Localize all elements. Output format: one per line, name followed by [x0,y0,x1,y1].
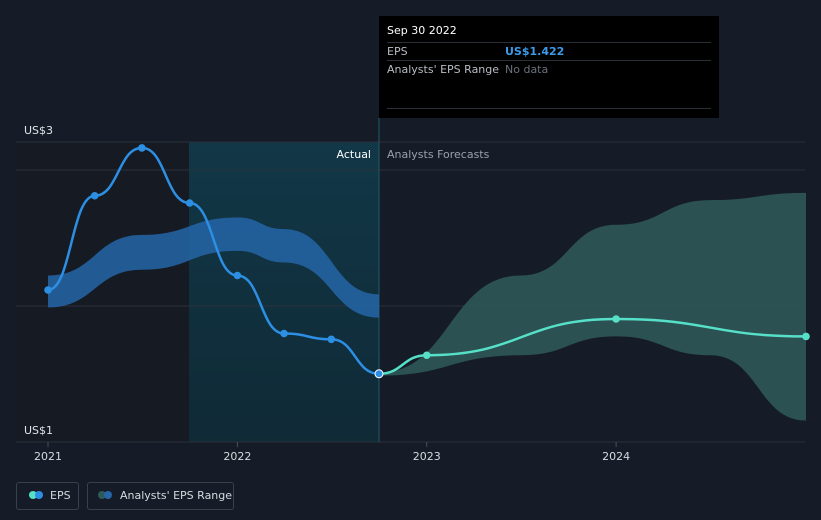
eps-forecast-line [378,317,807,376]
eps-point [185,199,194,207]
eps-range-forecast-band [379,192,806,421]
legend-eps[interactable]: EPS [16,482,79,510]
eps-point [327,335,336,344]
tooltip-divider [387,108,711,109]
eps-point [233,271,242,280]
eps-swatch-icon [35,491,43,499]
tooltip-range-label: Analysts' EPS Range [387,63,500,76]
eps-forecast-swatch-icon [29,491,37,499]
range-forecast-swatch-icon [98,491,106,499]
x-tick-label: 2023 [413,450,441,463]
eps-range-band [48,217,380,318]
forecast-section-label: Analysts Forecasts [387,148,490,161]
actual-section-label: Actual [337,148,371,161]
y-axis-label-top: US$3 [24,124,53,137]
eps-point [280,329,288,338]
legend-range-label: Analysts' EPS Range [120,489,233,502]
legend-eps-label: EPS [50,489,71,502]
tooltip-eps-value: US$1.422 [505,45,565,58]
tooltip-panel: Sep 30 2022 EPS US$1.422 Analysts' EPS R… [379,16,719,118]
eps-point [374,369,384,379]
x-tick-label: 2024 [602,450,630,463]
y-axis-label-bottom: US$1 [24,424,53,437]
x-tick-label: 2022 [223,450,251,463]
tooltip-date: Sep 30 2022 [387,24,457,37]
legend-range[interactable]: Analysts' EPS Range [87,482,234,510]
eps-forecast-point [612,315,620,323]
eps-forecast-point [422,351,431,360]
eps-point [44,286,52,294]
eps-forecast-point [802,332,810,341]
tooltip-range-value: No data [505,63,549,76]
tooltip-range-row: Analysts' EPS Range No data [387,60,711,79]
x-tick-label: 2021 [34,450,62,463]
eps-point [138,144,146,152]
tooltip-eps-label: EPS [387,45,408,58]
plot-background-early [16,142,189,442]
tooltip-eps-row: EPS US$1.422 [387,42,711,61]
eps-point [90,191,99,200]
range-swatch-icon [104,491,112,499]
